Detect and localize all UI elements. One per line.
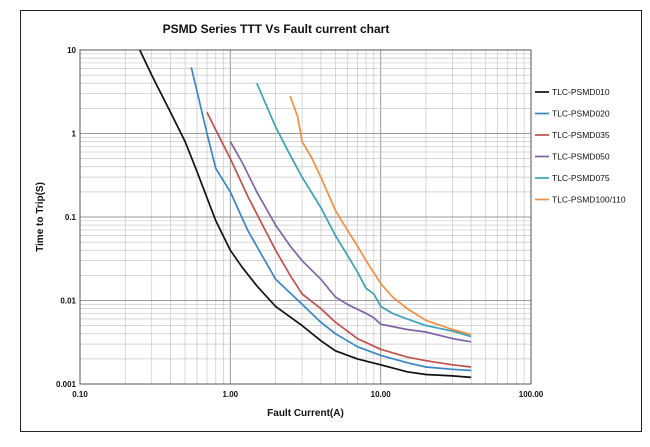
x-tick-label: 100.00 <box>519 390 544 399</box>
legend-label: TLC-PSMD100/110 <box>552 195 626 205</box>
legend-item-tlc-psmd100-110: TLC-PSMD100/110 <box>535 195 626 205</box>
series-line-tlc-psmd035 <box>206 111 472 368</box>
series-line-tlc-psmd020 <box>190 67 472 372</box>
y-tick-label: 0.01 <box>60 297 76 306</box>
legend-item-tlc-psmd010: TLC-PSMD010 <box>535 87 610 97</box>
x-axis-title: Fault Current(A) <box>267 408 344 419</box>
chart-svg: PSMD Series TTT Vs Fault current chart 0… <box>35 22 626 419</box>
legend: TLC-PSMD010 TLC-PSMD020 TLC-PSMD035 TLC-PSM… <box>535 87 626 205</box>
legend-label: TLC-PSMD020 <box>552 109 610 119</box>
series-line-tlc-psmd100-110 <box>289 95 472 336</box>
x-tick-label: 1.00 <box>223 390 239 399</box>
x-tick-labels: 0.10 1.00 10.00 100.00 <box>72 390 544 399</box>
legend-item-tlc-psmd020: TLC-PSMD020 <box>535 109 610 119</box>
y-tick-label: 0.1 <box>65 213 77 222</box>
chart-frame: PSMD Series TTT Vs Fault current chart 0… <box>20 10 642 432</box>
grid <box>79 50 531 385</box>
y-tick-label: 1 <box>72 130 77 139</box>
legend-item-tlc-psmd050: TLC-PSMD050 <box>535 152 610 162</box>
x-tick-label: 10.00 <box>371 390 392 399</box>
y-axis-title: Time to Trip(S) <box>35 182 46 252</box>
x-tick-label: 0.10 <box>72 390 88 399</box>
series-line-tlc-psmd075 <box>256 82 472 338</box>
y-tick-labels: 10 1 0.1 0.01 0.001 <box>56 46 77 389</box>
series-line-tlc-psmd010 <box>139 49 472 379</box>
series-line-tlc-psmd050 <box>229 141 472 343</box>
legend-item-tlc-psmd075: TLC-PSMD075 <box>535 173 610 183</box>
y-tick-label: 10 <box>67 46 76 55</box>
plot-area <box>79 49 532 385</box>
legend-item-tlc-psmd035: TLC-PSMD035 <box>535 130 610 140</box>
legend-label: TLC-PSMD075 <box>552 173 610 183</box>
legend-label: TLC-PSMD035 <box>552 130 610 140</box>
legend-label: TLC-PSMD050 <box>552 152 610 162</box>
legend-label: TLC-PSMD010 <box>552 87 610 97</box>
series-lines <box>139 49 472 379</box>
chart-title: PSMD Series TTT Vs Fault current chart <box>163 22 390 36</box>
y-tick-label: 0.001 <box>56 380 77 389</box>
